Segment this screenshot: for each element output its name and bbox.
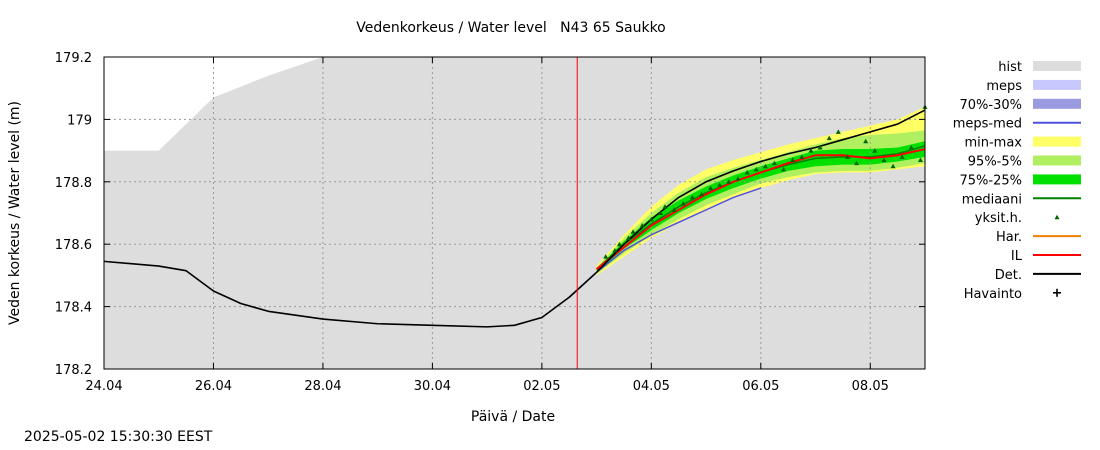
yksit-point — [626, 235, 632, 240]
timestamp: 2025-05-02 15:30:30 EEST — [24, 429, 213, 445]
legend-label: hist — [998, 60, 1022, 75]
chart-title: Vedenkorkeus / Water level N43 65 Saukko — [356, 20, 666, 36]
yksit-point — [689, 194, 695, 200]
x-tick-label: 26.04 — [195, 379, 232, 394]
yksit-point — [872, 148, 878, 153]
legend: hist meps 70%-30% meps-med min-max 95%-5% 75%-… — [953, 60, 1081, 302]
legend-label: 75%-25% — [960, 173, 1022, 188]
yksit-point — [908, 144, 914, 150]
p95-5-band — [596, 130, 925, 274]
legend-label: Det. — [995, 268, 1022, 283]
x-tick-label: 28.04 — [304, 379, 341, 394]
y-tick-label: 178.4 — [55, 301, 92, 316]
yksit-point — [771, 160, 777, 166]
yksit-point — [708, 185, 714, 191]
yksit-point — [648, 216, 654, 222]
y-tick-label: 179 — [67, 113, 92, 128]
yksit-point — [917, 157, 923, 162]
y-tick-label: 178.6 — [55, 238, 92, 253]
legend-swatch — [1033, 174, 1081, 185]
yksit-point — [835, 129, 841, 134]
yksit-point — [881, 157, 887, 162]
yksit-point — [890, 163, 896, 169]
legend-label: min-max — [964, 136, 1022, 151]
legend-label: 95%-5% — [968, 155, 1022, 170]
yksit-point — [854, 160, 860, 166]
legend-label: meps-med — [953, 117, 1022, 132]
il-line — [595, 148, 926, 270]
yksit-point — [744, 169, 750, 175]
y-tick-label: 179.2 — [55, 51, 92, 66]
yksit-point — [616, 241, 622, 247]
yksit-point — [808, 148, 814, 153]
yksit-point — [612, 247, 618, 253]
hist-area — [104, 57, 925, 369]
yksit-point — [899, 154, 905, 159]
legend-label: meps — [986, 79, 1022, 94]
legend-label: mediaani — [962, 192, 1022, 207]
x-tick-label: 02.05 — [523, 379, 560, 394]
yksit-point — [863, 138, 869, 144]
legend-swatch — [1033, 155, 1081, 166]
yksit-point — [662, 204, 668, 209]
yksit-point — [799, 154, 805, 159]
legend-swatch — [1033, 136, 1081, 147]
yksit-point — [671, 207, 677, 212]
yksit-point — [790, 157, 796, 162]
yksit-point — [735, 176, 741, 181]
yksit-point — [657, 210, 663, 215]
x-tick-label: 04.05 — [633, 379, 670, 394]
y-tick-label: 178.8 — [55, 176, 92, 191]
yksit-point — [639, 222, 645, 228]
legend-label: yksit.h. — [975, 211, 1022, 226]
plot-area — [103, 57, 928, 369]
yksit-point — [826, 135, 832, 141]
x-tick-label: 08.05 — [852, 379, 889, 394]
legend-label: Har. — [996, 230, 1022, 245]
legend-swatch — [1033, 61, 1081, 71]
legend-swatch — [1033, 98, 1081, 109]
axes: 24.04 26.04 28.04 30.04 02.05 04.05 06.05 08.05… — [55, 51, 926, 394]
x-axis-label: Päivä / Date — [471, 409, 555, 425]
legend-label: Havainto — [964, 287, 1022, 302]
x-tick-label: 24.04 — [85, 379, 122, 394]
legend-label: 70%-30% — [960, 98, 1022, 113]
x-tick-label: 06.05 — [742, 379, 779, 394]
yksit-point — [762, 163, 768, 169]
yksit-point — [753, 166, 759, 172]
yksit-point — [680, 201, 686, 206]
yksit-point — [699, 191, 705, 197]
yksit-point — [844, 154, 850, 159]
x-tick-label: 30.04 — [414, 379, 451, 394]
yksit-point — [726, 179, 732, 184]
y-axis-label: Veden korkeus / Water level (m) — [7, 101, 23, 325]
legend-label: IL — [1011, 249, 1023, 264]
yksit-point — [603, 254, 609, 259]
legend-swatch — [1054, 214, 1060, 220]
legend-swatch — [1033, 79, 1081, 90]
yksit-point — [817, 144, 823, 150]
yksit-point — [781, 166, 787, 172]
yksit-point — [717, 182, 723, 187]
y-tick-label: 178.2 — [55, 363, 92, 378]
plot-frame — [103, 56, 926, 370]
yksit-point — [630, 229, 636, 234]
